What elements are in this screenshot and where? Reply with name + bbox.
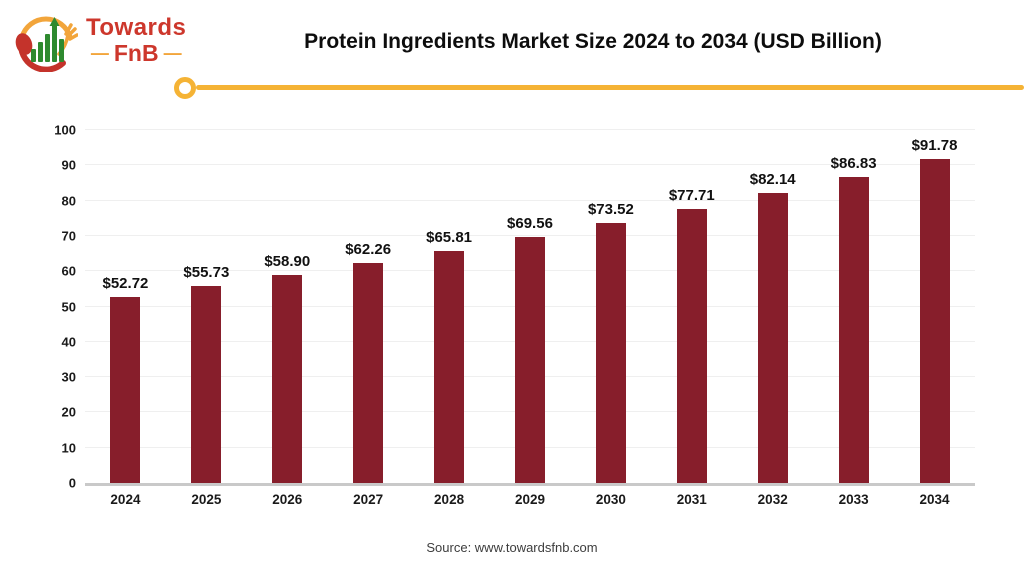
y-tick-label: 50 bbox=[61, 299, 76, 314]
bar-group: $77.71 bbox=[651, 130, 732, 483]
y-axis: 0 10 20 30 40 50 60 70 80 90 100 bbox=[0, 123, 76, 491]
y-tick-label: 30 bbox=[61, 369, 76, 385]
y-tick-label: 80 bbox=[61, 193, 76, 209]
bar-2031 bbox=[676, 208, 707, 483]
y-tick-label: 70 bbox=[61, 228, 76, 244]
y-tick-label: 0 bbox=[68, 475, 76, 491]
bar-value-label: $82.14 bbox=[749, 171, 796, 189]
bar-value-label: $86.83 bbox=[830, 154, 877, 172]
x-tick-label: 2028 bbox=[434, 492, 465, 507]
logo-dash-right: — bbox=[163, 42, 182, 63]
towardsfnb-logo: Towards — FnB — bbox=[14, 8, 186, 72]
bar-2028 bbox=[434, 250, 465, 483]
bar-group: $55.73 bbox=[166, 130, 247, 483]
bars-row: $52.72 $55.73 $58.90 $62.26 $65.81 $69.56 $73.… bbox=[85, 130, 975, 483]
gridline bbox=[85, 164, 975, 166]
bar-value-label: $58.90 bbox=[264, 253, 311, 271]
y-tick-label: 100 bbox=[54, 122, 76, 138]
gridline bbox=[85, 129, 975, 130]
x-tick-label: 2027 bbox=[353, 492, 384, 507]
gold-divider-ring-icon bbox=[174, 77, 196, 99]
logo-dash-left: — bbox=[90, 42, 109, 63]
gridline bbox=[85, 199, 975, 201]
logo-fnb-text: — FnB — bbox=[86, 39, 186, 66]
bar-group: $91.78 bbox=[894, 130, 975, 483]
x-tick-label: 2031 bbox=[676, 492, 707, 507]
bar-2030 bbox=[595, 223, 626, 483]
bar-group: $69.56 bbox=[490, 130, 571, 483]
bar-group: $62.26 bbox=[328, 130, 409, 483]
x-tick-label: 2024 bbox=[110, 492, 141, 507]
towardsfnb-logo-icon bbox=[15, 16, 78, 72]
logo-wordmark: Towards — FnB — bbox=[86, 14, 187, 66]
chart-title: Protein Ingredients Market Size 2024 to … bbox=[304, 30, 882, 53]
bar-value-label: $52.72 bbox=[102, 274, 149, 292]
bar-2034 bbox=[919, 159, 950, 483]
gold-divider-line bbox=[196, 85, 1024, 90]
bar-group: $86.83 bbox=[813, 130, 894, 483]
x-tick-label: 2032 bbox=[757, 492, 788, 507]
logo-fnb-label: FnB bbox=[113, 39, 159, 66]
bar-chart-plot-area: $52.72 $55.73 $58.90 $62.26 $65.81 $69.56 $73.… bbox=[85, 129, 975, 486]
bar-2032 bbox=[757, 193, 788, 483]
y-tick-label: 90 bbox=[61, 157, 76, 173]
bar-group: $58.90 bbox=[247, 130, 328, 483]
bar-2025 bbox=[191, 286, 222, 483]
y-tick-label: 40 bbox=[61, 334, 76, 350]
bar-2024 bbox=[110, 296, 141, 483]
y-tick-label: 20 bbox=[61, 404, 76, 420]
bar-group: $65.81 bbox=[409, 130, 490, 483]
x-tick-label: 2025 bbox=[191, 492, 222, 507]
bar-value-label: $77.71 bbox=[668, 186, 715, 204]
bar-value-label: $73.52 bbox=[587, 201, 634, 219]
bar-group: $73.52 bbox=[570, 130, 651, 483]
bar-value-label: $69.56 bbox=[507, 215, 553, 233]
x-tick-label: 2026 bbox=[272, 492, 303, 507]
bar-group: $52.72 bbox=[85, 130, 166, 483]
x-tick-label: 2034 bbox=[919, 492, 950, 507]
bar-2029 bbox=[514, 237, 545, 483]
gridline bbox=[85, 234, 975, 236]
source-caption: Source: www.towardsfnb.com bbox=[426, 540, 598, 555]
bar-value-label: $91.78 bbox=[911, 137, 958, 155]
bar-2033 bbox=[838, 176, 869, 483]
x-tick-label: 2030 bbox=[595, 492, 626, 507]
logo-towards-text: Towards bbox=[86, 14, 187, 42]
bar-group: $82.14 bbox=[732, 130, 813, 483]
x-tick-label: 2033 bbox=[838, 492, 869, 507]
bar-value-label: $65.81 bbox=[426, 228, 473, 246]
bar-value-label: $55.73 bbox=[183, 264, 230, 282]
x-axis: 2024 2025 2026 2027 2028 2029 2030 2031 2032 2033… bbox=[85, 492, 975, 507]
y-tick-label: 60 bbox=[61, 263, 76, 279]
y-tick-label: 10 bbox=[61, 440, 76, 456]
bar-value-label: $62.26 bbox=[345, 241, 392, 259]
x-tick-label: 2029 bbox=[514, 492, 545, 507]
bar-2027 bbox=[353, 263, 384, 483]
bar-2026 bbox=[272, 275, 303, 483]
